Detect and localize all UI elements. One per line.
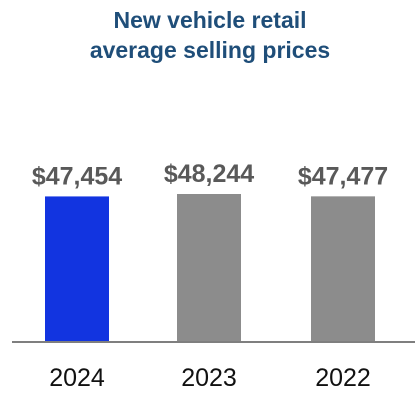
data-label-2024: $47,454 xyxy=(32,162,122,190)
labels-group: $47,454 2024 $48,244 2023 $47,477 2022 xyxy=(32,160,388,392)
data-label-2023: $48,244 xyxy=(164,160,254,188)
x-tick-label-2022: 2022 xyxy=(315,364,371,392)
bar-2022 xyxy=(311,196,375,342)
chart-title: New vehicle retail average selling price… xyxy=(0,5,420,65)
chart-title-line-2: average selling prices xyxy=(89,37,331,63)
bars-group xyxy=(45,194,375,342)
chart-title-line-1: New vehicle retail xyxy=(113,7,307,33)
bar-2024 xyxy=(45,196,109,342)
data-label-2022: $47,477 xyxy=(298,162,388,190)
x-tick-label-2023: 2023 xyxy=(181,364,237,392)
bar-2023 xyxy=(177,194,241,342)
x-tick-label-2024: 2024 xyxy=(49,364,105,392)
